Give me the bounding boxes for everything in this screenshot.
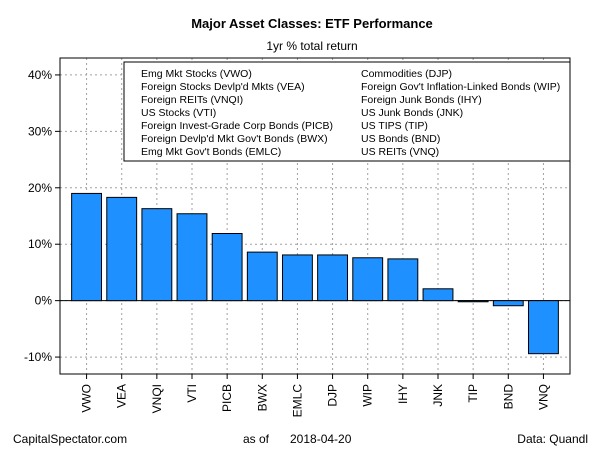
x-tick-label: JNK (431, 384, 445, 407)
legend-entry: Foreign Devlp'd Mkt Gov't Bonds (BWX) (141, 133, 328, 145)
bar-ihy (387, 258, 419, 302)
x-axis: VWO VEA VNQI VTI PICB BWX EMLC DJP WIP IHY JNK TIP B… (80, 374, 550, 418)
x-tick-label: VEA (115, 384, 129, 408)
bar-vea (106, 196, 138, 302)
x-tick-label: WIP (361, 384, 375, 407)
legend-entry: Foreign Invest-Grade Corp Bonds (PICB) (141, 120, 333, 132)
bar-wip (352, 257, 384, 302)
x-tick-label: DJP (326, 384, 340, 407)
bar-vnqi (141, 208, 173, 302)
x-tick-label: VTI (185, 384, 199, 403)
legend-entry: US Stocks (VTI) (141, 107, 216, 119)
y-tick-label: 0% (35, 294, 53, 308)
footer-date-prefix: as of (243, 432, 270, 446)
legend-entry: US Bonds (BND) (361, 133, 440, 145)
bar-bnd (492, 300, 524, 307)
legend-entry: Foreign REITs (VNQI) (141, 94, 243, 106)
bars (71, 192, 559, 355)
x-tick-label: VWO (80, 384, 94, 413)
x-tick-label: PICB (220, 384, 234, 412)
bar-vnq (527, 300, 559, 355)
bar-picb (211, 232, 243, 302)
bar-vti (176, 213, 208, 302)
legend-entry: Emg Mkt Stocks (VWO) (141, 68, 252, 80)
x-tick-label: VNQ (536, 384, 550, 410)
y-tick-label: 20% (28, 181, 52, 195)
x-tick-label: TIP (466, 384, 480, 403)
legend-entry: Foreign Stocks Devlp'd Mkts (VEA) (141, 81, 305, 93)
x-tick-label: IHY (396, 384, 410, 404)
footer-date: 2018-04-20 (290, 432, 352, 446)
chart-subtitle: 1yr % total return (266, 39, 357, 53)
chart-title: Major Asset Classes: ETF Performance (191, 16, 433, 31)
x-tick-label: EMLC (290, 384, 304, 418)
bar-tip (457, 300, 489, 303)
x-tick-label: VNQI (150, 384, 164, 413)
y-tick-label: 10% (28, 237, 52, 251)
footer-data-credit: Data: Quandl (517, 432, 588, 446)
legend-entry: Emg Mkt Gov't Bonds (EMLC) (141, 146, 281, 158)
y-axis: -10% 0% 10% 20% 30% 40% (24, 68, 60, 364)
bar-jnk (422, 288, 454, 302)
legend-entry: Commodities (DJP) (361, 68, 452, 80)
footer-source: CapitalSpectator.com (13, 432, 127, 446)
bar-vwo (71, 192, 103, 302)
y-tick-label: 40% (28, 68, 52, 82)
y-tick-label: -10% (24, 350, 52, 364)
x-tick-label: BWX (255, 384, 269, 411)
legend: Emg Mkt Stocks (VWO)Foreign Stocks Devlp… (123, 61, 571, 162)
legend-entry: US Junk Bonds (JNK) (361, 107, 463, 119)
x-tick-label: BND (501, 384, 515, 410)
y-tick-label: 30% (28, 124, 52, 138)
bar-djp (317, 254, 349, 302)
bar-emlc (281, 254, 313, 302)
bar-bwx (246, 251, 278, 302)
legend-entry: US REITs (VNQ) (361, 146, 439, 158)
legend-entry: Foreign Junk Bonds (IHY) (361, 94, 482, 106)
plot-frame (59, 57, 571, 375)
legend-box (123, 61, 571, 162)
legend-entry: Foreign Gov't Inflation-Linked Bonds (WI… (361, 81, 560, 93)
legend-entry: US TIPS (TIP) (361, 120, 428, 132)
